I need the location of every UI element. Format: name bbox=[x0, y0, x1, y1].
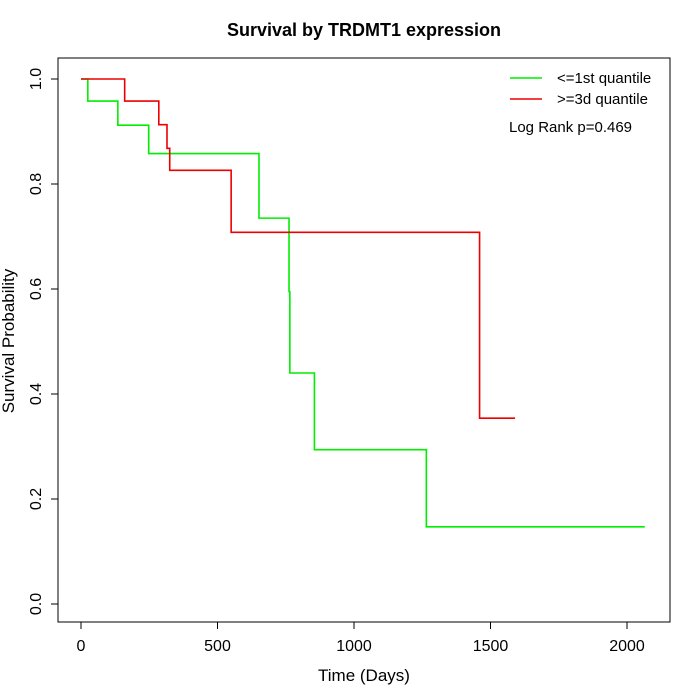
log-rank-annotation: Log Rank p=0.469 bbox=[509, 119, 632, 136]
y-tick-label: 0.4 bbox=[28, 383, 45, 405]
x-tick-label: 500 bbox=[204, 638, 231, 655]
y-axis: 0.0 0.2 0.4 0.6 0.8 1.0 bbox=[28, 68, 58, 615]
series-line-low-quantile bbox=[81, 78, 645, 528]
legend: <=1st quantile >=3d quantile bbox=[510, 70, 651, 108]
legend-label: <=1st quantile bbox=[557, 70, 651, 87]
legend-label: >=3d quantile bbox=[557, 91, 648, 108]
x-axis-label: Time (Days) bbox=[318, 666, 410, 685]
x-tick-label: 0 bbox=[77, 638, 86, 655]
series-layer bbox=[81, 78, 645, 528]
x-tick-label: 2000 bbox=[609, 638, 645, 655]
y-axis-label: Survival Probability bbox=[0, 268, 18, 413]
series-line-high-quantile bbox=[81, 78, 516, 419]
y-tick-label: 0.8 bbox=[28, 173, 45, 195]
x-axis: 0 500 1000 1500 2000 bbox=[77, 622, 645, 655]
y-tick-label: 0.2 bbox=[28, 488, 45, 510]
y-tick-label: 1.0 bbox=[28, 68, 45, 90]
chart-title: Survival by TRDMT1 expression bbox=[227, 20, 501, 40]
x-tick-label: 1000 bbox=[336, 638, 372, 655]
plot-frame bbox=[57, 57, 671, 623]
x-tick-label: 1500 bbox=[473, 638, 509, 655]
y-tick-label: 0.6 bbox=[28, 278, 45, 300]
y-tick-label: 0.0 bbox=[28, 593, 45, 615]
